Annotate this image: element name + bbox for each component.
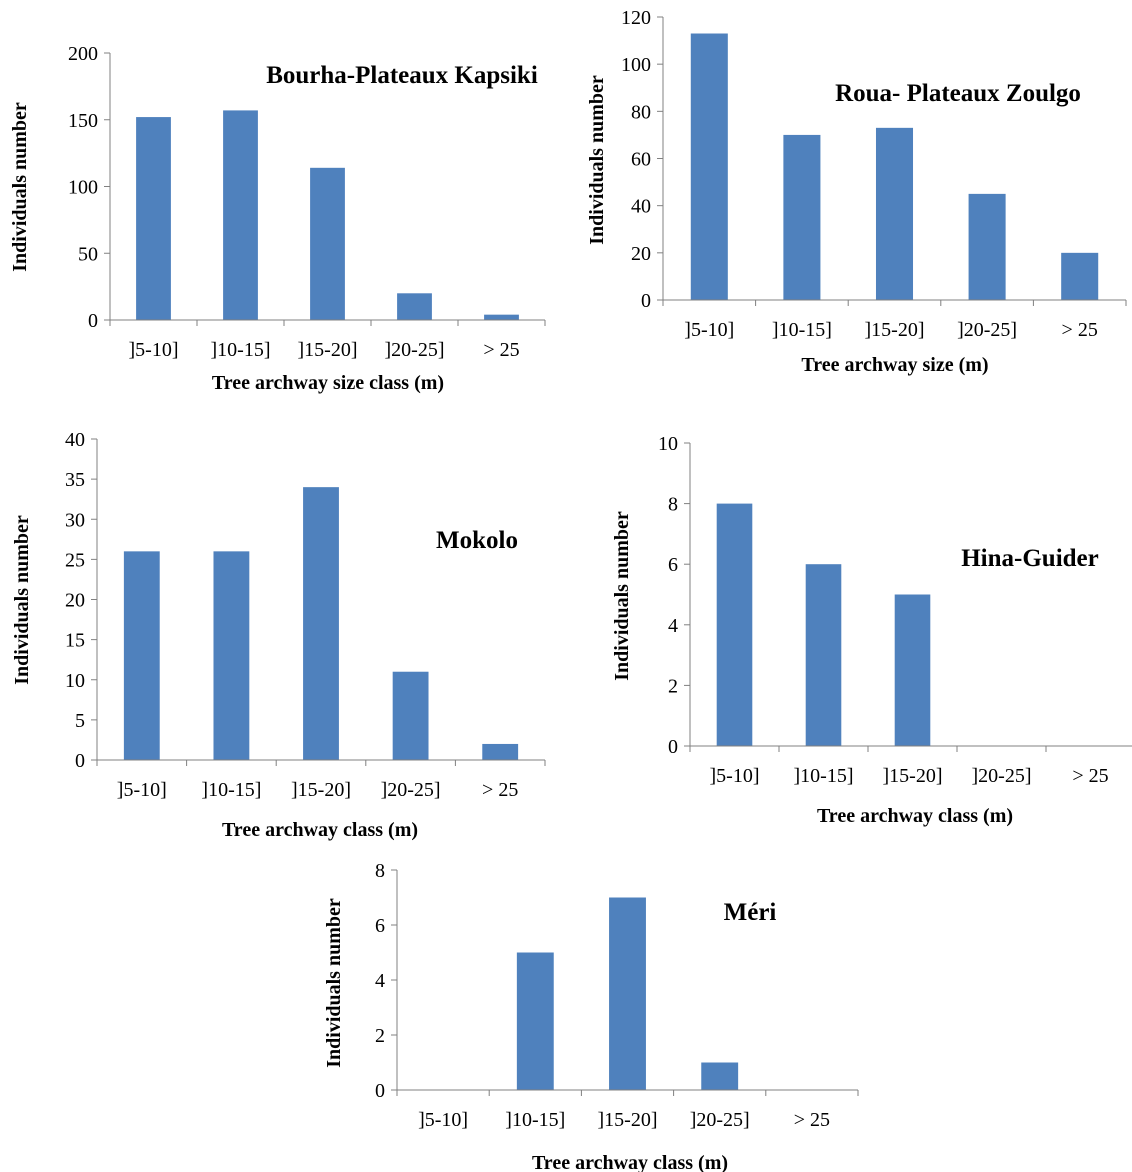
x-tick-label: ]10-15] [772, 319, 832, 341]
chart-title: Hina-Guider [961, 545, 1099, 572]
y-tick-label: 30 [65, 509, 85, 531]
bar [894, 594, 931, 746]
y-tick-label: 10 [658, 433, 678, 455]
y-tick-label: 8 [668, 494, 678, 516]
x-axis-title: Tree archway size (m) [801, 354, 988, 376]
x-tick-label: ]20-25] [385, 339, 445, 361]
bar [136, 117, 171, 320]
x-tick-label: ]15-20] [883, 765, 943, 787]
y-tick-label: 80 [631, 101, 651, 123]
y-tick-label: 100 [68, 177, 98, 199]
y-axis-title: Individuals number [11, 515, 33, 685]
x-tick-label: ]20-25] [957, 319, 1017, 341]
y-tick-label: 25 [65, 549, 85, 571]
bar [482, 743, 519, 760]
x-tick-label: > 25 [794, 1109, 830, 1131]
bar [123, 551, 160, 760]
y-tick-label: 5 [75, 710, 85, 732]
y-tick-label: 40 [631, 196, 651, 218]
y-tick-label: 6 [668, 554, 678, 576]
y-tick-label: 120 [621, 7, 651, 29]
y-tick-label: 0 [375, 1080, 385, 1102]
y-tick-label: 60 [631, 149, 651, 171]
bar [968, 193, 1006, 300]
y-tick-label: 50 [78, 243, 98, 265]
y-axis-title: Individuals number [9, 102, 31, 272]
bar [392, 671, 429, 760]
chart-panel: 0 2 4 6 8 10 ]5-10] ]10-15] ]15-20] ]20-25] > 25 Hi… [611, 433, 1132, 827]
chart-title: Bourha-Plateaux Kapsiki [266, 62, 538, 89]
chart-panel: 0 50 100 150 200 ]5-10] ]10-15] ]15-20] ]20-25] >… [9, 43, 546, 394]
y-tick-label: 0 [641, 290, 651, 312]
x-tick-label: ]20-25] [690, 1109, 750, 1131]
y-tick-label: 4 [375, 970, 385, 992]
y-tick-label: 8 [375, 860, 385, 882]
bar [1061, 252, 1099, 300]
x-tick-label: ]15-20] [865, 319, 925, 341]
bar [805, 564, 842, 746]
x-tick-label: ]5-10] [684, 319, 734, 341]
x-tick-label: ]15-20] [291, 779, 351, 801]
y-tick-label: 20 [65, 590, 85, 612]
y-tick-label: 10 [65, 670, 85, 692]
bar [783, 134, 821, 300]
y-tick-label: 40 [65, 429, 85, 451]
x-tick-label: ]20-25] [381, 779, 441, 801]
y-axis-title: Individuals number [323, 898, 345, 1068]
y-tick-label: 15 [65, 630, 85, 652]
y-tick-label: 4 [668, 615, 678, 637]
bar [484, 314, 519, 320]
y-tick-label: 0 [88, 310, 98, 332]
x-tick-label: > 25 [482, 779, 518, 801]
x-tick-label: ]5-10] [710, 765, 760, 787]
x-tick-label: > 25 [1072, 765, 1108, 787]
x-axis-title: Tree archway size class (m) [212, 372, 444, 394]
y-tick-label: 2 [375, 1025, 385, 1047]
y-tick-label: 0 [668, 736, 678, 758]
x-tick-label: ]5-10] [129, 339, 179, 361]
y-tick-label: 2 [668, 675, 678, 697]
x-tick-label: ]10-15] [505, 1109, 565, 1131]
bar [690, 33, 728, 301]
y-axis-title: Individuals number [586, 75, 608, 245]
chart-panel: 0 5 10 15 20 25 30 35 40 ]5-10] ]10-15] ]15-20] ]20-… [11, 429, 546, 841]
chart-title: Mokolo [436, 527, 518, 554]
chart-title: Roua- Plateaux Zoulgo [835, 80, 1081, 107]
bar [516, 952, 554, 1090]
bar [609, 897, 646, 1090]
y-tick-label: 0 [75, 750, 85, 772]
x-axis-title: Tree archway class (m) [817, 805, 1013, 827]
bar [213, 551, 250, 760]
x-tick-label: ]15-20] [298, 339, 358, 361]
y-tick-label: 35 [65, 469, 85, 491]
bar [223, 110, 258, 320]
bar [716, 503, 753, 746]
y-tick-label: 100 [621, 54, 651, 76]
bar [303, 487, 339, 760]
bar [397, 293, 432, 320]
y-tick-label: 20 [631, 243, 651, 265]
chart-panel: 0 2 4 6 8 ]5-10] ]10-15] ]15-20] ]20-25] > 25 Méri… [323, 860, 859, 1172]
bar [701, 1062, 739, 1090]
x-tick-label: ]20-25] [972, 765, 1032, 787]
y-axis-title: Individuals number [611, 511, 633, 681]
x-tick-label: ]10-15] [794, 765, 854, 787]
y-tick-label: 150 [68, 110, 98, 132]
x-tick-label: > 25 [483, 339, 519, 361]
chart-panel: 0 20 40 60 80 100 120 ]5-10] ]10-15] ]15-20] ]20-2… [586, 7, 1127, 376]
y-tick-label: 6 [375, 915, 385, 937]
bar [310, 167, 345, 320]
x-tick-label: ]5-10] [418, 1109, 468, 1131]
x-tick-label: ]10-15] [211, 339, 271, 361]
x-axis-title: Tree archway class (m) [222, 819, 418, 841]
chart-title: Méri [724, 899, 777, 926]
bar [875, 127, 914, 300]
x-tick-label: ]10-15] [201, 779, 261, 801]
y-tick-label: 200 [68, 43, 98, 65]
x-axis-title: Tree archway class (m) [532, 1152, 728, 1172]
x-tick-label: ]15-20] [598, 1109, 658, 1131]
x-tick-label: > 25 [1062, 319, 1098, 341]
x-tick-label: ]5-10] [117, 779, 167, 801]
